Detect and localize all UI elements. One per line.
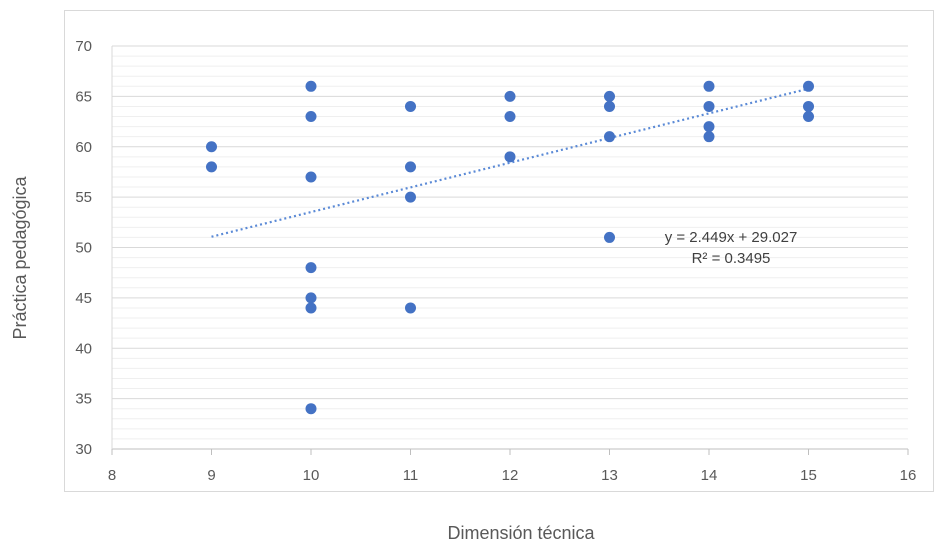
x-tick-label: 12 <box>502 467 519 484</box>
y-tick-label: 50 <box>75 240 92 257</box>
data-point <box>803 100 814 112</box>
x-axis-title: Dimensión técnica <box>447 523 595 543</box>
y-tick-label: 70 <box>75 38 92 55</box>
y-axis-tick-labels: 30 35 40 45 50 55 60 65 70 <box>75 38 92 458</box>
data-point <box>703 121 715 133</box>
data-point <box>206 141 217 153</box>
data-point <box>604 231 615 243</box>
data-point <box>604 90 615 102</box>
data-point <box>504 111 516 123</box>
x-tick-label: 15 <box>800 467 817 484</box>
data-point <box>305 403 317 415</box>
data-point <box>703 80 715 92</box>
data-point <box>305 80 317 92</box>
minor-gridlines <box>112 55 908 440</box>
data-point <box>504 151 516 163</box>
data-point <box>305 302 317 314</box>
data-points <box>206 80 814 415</box>
data-point <box>305 292 317 304</box>
data-point <box>405 161 416 173</box>
y-tick-label: 40 <box>75 340 92 357</box>
r-squared-label: R² = 0.3495 <box>692 250 771 267</box>
data-point <box>305 111 317 123</box>
x-tick-label: 9 <box>207 467 215 484</box>
trendline <box>211 87 809 238</box>
data-point <box>803 80 814 92</box>
x-tick-label: 14 <box>701 467 718 484</box>
trendline-equation: y = 2.449x + 29.027 <box>665 229 798 246</box>
data-point <box>703 131 715 143</box>
y-axis-title: Práctica pedagógica <box>10 175 30 339</box>
x-tick-label: 13 <box>601 467 618 484</box>
y-tick-label: 60 <box>75 139 92 156</box>
data-point <box>504 90 516 102</box>
x-tick-label: 11 <box>403 467 419 484</box>
y-tick-label: 35 <box>75 391 92 408</box>
data-point <box>405 100 416 112</box>
data-point <box>604 131 615 143</box>
x-tick-label: 10 <box>303 467 320 484</box>
y-tick-label: 65 <box>75 88 92 105</box>
y-tick-label: 30 <box>75 441 92 458</box>
data-point <box>305 171 317 183</box>
chart-area <box>64 10 934 492</box>
x-tick-label: 8 <box>108 467 116 484</box>
y-tick-label: 45 <box>75 290 92 307</box>
x-tick-label: 16 <box>900 467 917 484</box>
data-point <box>305 262 317 274</box>
y-tick-label: 55 <box>75 189 92 206</box>
data-point <box>803 111 814 123</box>
x-axis-tick-labels: 8 9 10 11 12 13 14 15 16 <box>108 449 917 484</box>
data-point <box>405 191 416 203</box>
data-point <box>703 100 715 112</box>
data-point <box>604 100 615 112</box>
data-point <box>405 302 416 314</box>
data-point <box>206 161 217 173</box>
